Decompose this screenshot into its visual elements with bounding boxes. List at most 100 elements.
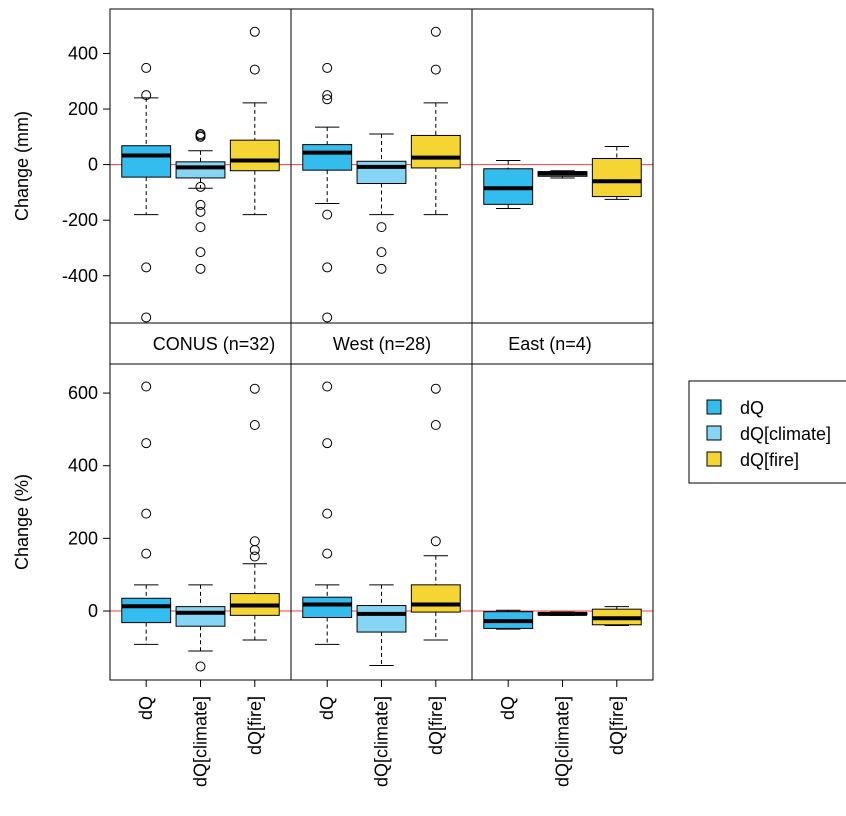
x-tick-label: dQ[climate] [553,696,573,787]
outlier-point [249,544,260,555]
outlier-point [141,62,152,73]
box-2-0 [483,609,534,630]
outlier-point [141,262,152,273]
x-tick-label: dQ [498,696,518,720]
outlier-point [322,381,333,392]
box-body [410,134,461,169]
box-1-1 [356,584,407,666]
outlier-point [376,222,387,233]
outlier-point [141,438,152,449]
outlier-point [430,536,441,547]
box-2-0 [483,159,534,210]
box-body [591,157,642,198]
outlier-point [322,209,333,220]
legend-label-dq-fire: dQ[fire] [740,450,799,470]
outlier-point [430,420,441,431]
x-tick-label: dQ [317,696,337,720]
box-1-0 [302,381,353,645]
outlier-point [322,62,333,73]
y-tick-label: 400 [68,43,98,63]
legend-label-dq: dQ [740,398,764,418]
strip-frame [109,322,654,365]
box-body [302,596,353,619]
box-2-2 [591,606,642,627]
facet-label-east: East (n=4) [508,334,592,354]
y-tick-label: 600 [68,383,98,403]
outlier-point [141,508,152,519]
box-body [121,597,172,624]
facet-label-conus: CONUS (n=32) [153,334,276,354]
outlier-point [195,661,206,672]
y-tick-label: -400 [62,266,98,286]
box-0-2 [229,26,280,216]
outlier-point [141,90,152,101]
legend-swatch-dq-climate [706,425,722,441]
box-0-2 [229,383,280,641]
y-axis-title-top: Change (mm) [12,111,32,221]
box-body [175,606,226,627]
box-1-0 [302,62,353,323]
outlier-point [376,247,387,258]
outlier-point [195,181,206,192]
plot-area: -400 -200 0 200 400 0 200 400 600 dQ dQ[climate] dQ… [62,8,654,787]
box-body [356,160,407,185]
outlier-point [322,90,333,101]
box-body [302,144,353,171]
box-1-1 [356,133,407,274]
outlier-point [141,381,152,392]
y-tick-label: 200 [68,528,98,548]
outlier-point [322,262,333,273]
x-tick-label: dQ [136,696,156,720]
outlier-point [249,420,260,431]
outlier-point [195,199,206,210]
outlier-point [322,438,333,449]
outlier-point [430,64,441,75]
outlier-point [195,263,206,274]
box-1-2 [410,26,461,216]
facet-label-west: West (n=28) [333,334,431,354]
legend-label-dq-climate: dQ[climate] [740,424,831,444]
y-tick-label: 0 [88,601,98,621]
outlier-point [322,508,333,519]
outlier-point [249,551,260,562]
outlier-point [195,247,206,258]
x-tick-label: dQ[fire] [607,696,627,755]
y-axis-title-bottom: Change (%) [12,474,32,570]
outlier-point [376,263,387,274]
outlier-point [141,548,152,559]
outlier-point [249,536,260,547]
legend-swatch-dq [706,399,722,415]
y-tick-label: 400 [68,456,98,476]
y-tick-label: -200 [62,210,98,230]
outlier-point [249,64,260,75]
outlier-point [249,26,260,37]
box-0-0 [121,62,172,323]
y-tick-label: 0 [88,155,98,175]
box-2-2 [591,146,642,200]
outlier-point [195,222,206,233]
x-tick-label: dQ[fire] [245,696,265,755]
y-tick-label: 200 [68,99,98,119]
x-tick-label: dQ[fire] [426,696,446,755]
box-body [229,139,280,172]
outlier-point [430,383,441,394]
box-1-2 [410,383,461,641]
box-2-1 [537,611,588,616]
box-body [175,161,226,179]
box-2-1 [537,170,588,179]
box-0-1 [175,584,226,672]
outlier-point [430,26,441,37]
box-body [410,584,461,613]
outlier-point [322,94,333,105]
legend: dQ dQ[climate] dQ[fire] [688,380,846,484]
outlier-point [249,383,260,394]
legend-swatch-dq-fire [706,451,722,467]
x-tick-label: dQ[climate] [372,696,392,787]
box-body [121,145,172,178]
outlier-point [195,206,206,217]
x-tick-label: dQ[climate] [191,696,211,787]
outlier-point [195,131,206,142]
outlier-point [141,312,152,323]
outlier-point [322,548,333,559]
